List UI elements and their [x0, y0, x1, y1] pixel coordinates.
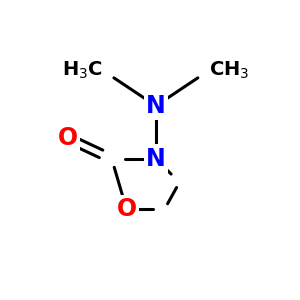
- Text: CH$_3$: CH$_3$: [209, 60, 249, 81]
- Text: N: N: [146, 94, 166, 118]
- Text: N: N: [146, 147, 166, 171]
- Text: O: O: [116, 197, 136, 221]
- Text: O: O: [58, 126, 78, 150]
- Text: H$_3$C: H$_3$C: [62, 60, 103, 81]
